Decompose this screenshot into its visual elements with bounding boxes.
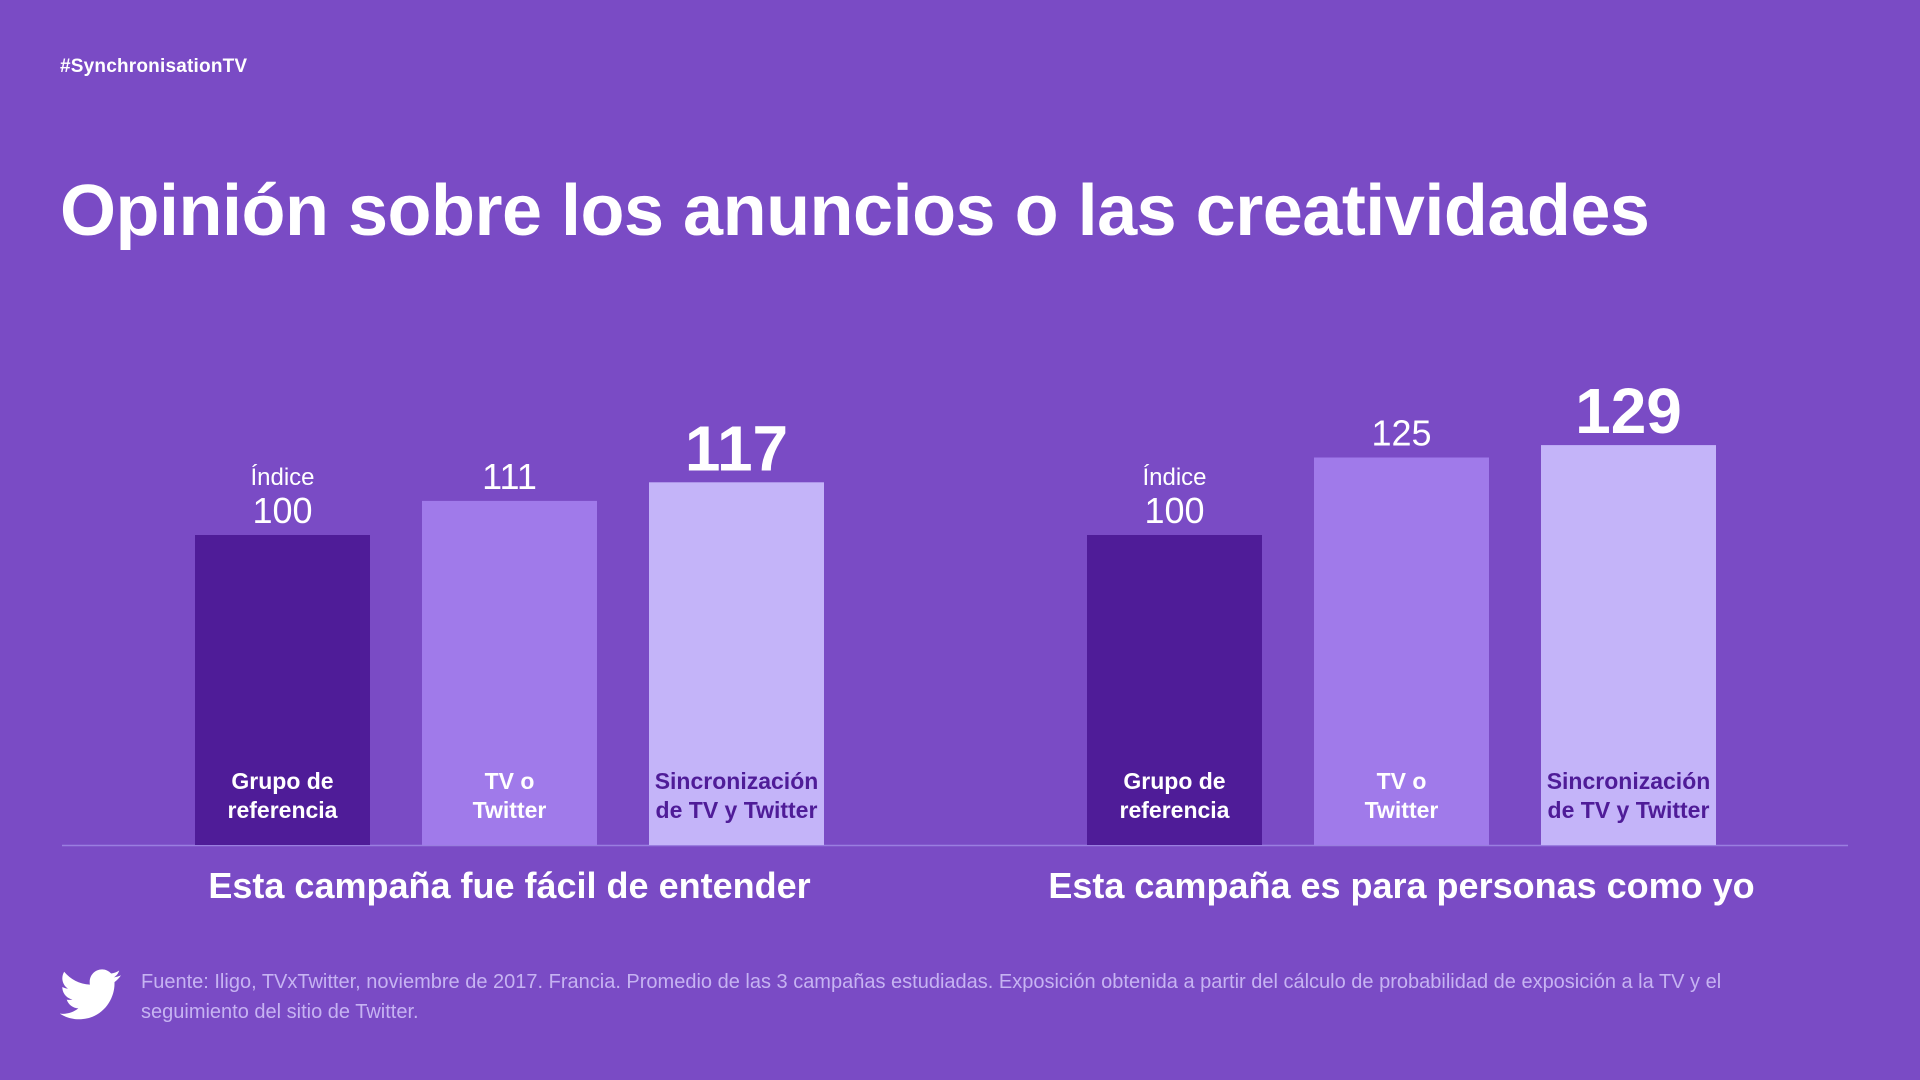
value-label: 125 <box>1371 413 1431 454</box>
bar-2-3 <box>1541 445 1716 845</box>
category-label: TV o <box>1377 768 1427 794</box>
group-title: Esta campaña fue fácil de entender <box>208 865 810 906</box>
value-label: 100 <box>1144 490 1204 531</box>
bar-2-1 <box>1087 535 1262 845</box>
category-label: referencia <box>228 797 338 823</box>
category-label: Twitter <box>1365 797 1439 823</box>
bar-1-2 <box>422 500 597 845</box>
value-label: 100 <box>252 490 312 531</box>
category-label: de TV y Twitter <box>656 797 818 823</box>
category-label: Twitter <box>473 797 547 823</box>
category-label: de TV y Twitter <box>1548 797 1710 823</box>
page-title: Opinión sobre los anuncios o las creativ… <box>60 171 1650 251</box>
hashtag: #SynchronisationTV <box>60 56 248 77</box>
category-label: Sincronización <box>1547 768 1711 794</box>
category-label: Sincronización <box>655 768 819 794</box>
category-label: Grupo de <box>1123 768 1225 794</box>
bar-1-3 <box>649 482 824 845</box>
index-label: Índice <box>250 464 314 491</box>
source-note: Fuente: Iligo, TVxTwitter, noviembre de … <box>141 971 1722 1023</box>
category-label: referencia <box>1120 797 1230 823</box>
category-label: Grupo de <box>231 768 333 794</box>
bar-1-1 <box>195 535 370 845</box>
twitter-bird-icon <box>60 969 121 1020</box>
index-label: Índice <box>1142 464 1206 491</box>
value-label: 129 <box>1575 375 1682 447</box>
group-title: Esta campaña es para personas como yo <box>1048 865 1754 906</box>
bar-2-2 <box>1314 457 1489 845</box>
category-label: TV o <box>485 768 535 794</box>
value-label: 111 <box>482 456 537 497</box>
value-label: 117 <box>685 412 788 484</box>
